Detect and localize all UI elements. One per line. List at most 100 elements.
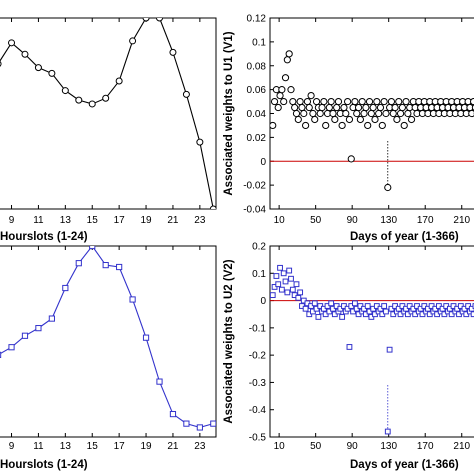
x-tick-label: 23 [194,215,206,226]
data-point [129,296,136,303]
data-point [376,103,385,112]
data-point [468,109,474,118]
data-point [283,56,291,64]
panel-top-right: -0.04 -0.02 0 0.02 0.04 0.06 0.08 0.1 0.12 10 50 90… [223,14,474,243]
data-point [322,121,330,130]
data-point [384,428,391,435]
data-point [344,97,352,106]
data-point [102,94,110,102]
x-tick-label: 19 [140,441,152,452]
y-tick-label: -0.4 [249,405,267,416]
data-point [345,115,354,124]
data-point [470,97,474,106]
y-tick-label: -0.1 [249,323,267,334]
x-tick-label: 90 [347,441,359,452]
data-point [297,289,304,296]
data-point [196,424,203,431]
data-point [315,314,322,320]
series-line [0,18,214,209]
data-point [360,109,368,118]
data-point [280,270,287,277]
x-tick-label: 15 [87,215,99,226]
x-tick-label: 210 [453,441,470,452]
data-point [400,121,408,130]
data-point [407,115,416,124]
data-point [62,284,69,292]
x-tick-label: 130 [380,215,397,226]
data-point [369,103,377,112]
y-tick-label: 0.1 [252,269,266,280]
x-tick-label: 170 [417,441,434,452]
y-axis-label: Associated weights to U1 (V1) [223,31,235,195]
data-point [292,109,301,118]
y-tick-label: 0.02 [247,133,267,144]
series-line [0,246,214,429]
data-point [305,103,313,112]
data-point [183,420,190,427]
data-point [311,300,318,307]
y-tick-label: 0 [260,296,266,307]
x-tick-label: 50 [310,215,322,226]
data-point [311,115,319,124]
data-point [342,109,350,118]
data-point [327,97,335,106]
x-tick-label: 10 [274,441,286,452]
data-point [362,103,370,112]
data-point [364,303,371,309]
data-point [142,334,150,341]
y-tick-label: -0.3 [249,378,267,389]
data-point [364,121,372,130]
data-point [331,115,339,124]
x-tick-label: 13 [60,441,72,452]
data-point [275,281,282,288]
data-point [404,109,412,118]
data-point [302,121,310,130]
data-point [169,410,177,418]
data-point [371,115,379,124]
data-point [329,109,337,118]
data-point [89,246,96,250]
x-tick-label: 50 [310,441,322,452]
data-point [381,303,388,309]
data-point [468,305,474,312]
x-axis-label: Days of year (1-366) [350,231,459,243]
x-tick-label: 170 [417,215,434,226]
data-point [88,100,96,108]
data-point [0,60,2,67]
y-tick-label: -0.04 [243,205,266,216]
data-point [196,138,204,146]
data-point [286,267,293,274]
data-point [339,314,346,320]
plot-body [0,246,216,431]
y-tick-label: 0.2 [252,242,266,253]
y-tick-label: 0.1 [252,37,266,48]
data-point [75,260,82,267]
data-point [334,97,343,106]
y-tick-label: 0.12 [247,14,267,25]
data-point [295,294,302,301]
data-point [35,325,42,332]
data-point [389,109,397,118]
data-point [285,50,293,58]
data-point [280,97,288,106]
x-tick-label: 21 [167,215,179,226]
data-point [0,351,2,358]
data-point [312,97,321,106]
plot-body [270,50,474,192]
data-point [398,103,406,112]
x-axis-label: Days of year (1-366) [350,459,459,471]
data-point [354,103,363,112]
x-tick-label: 13 [60,215,72,226]
x-tick-label: 23 [194,441,206,452]
y-tick-label: -0.5 [249,433,267,444]
y-tick-label: 0.08 [247,61,267,72]
data-point [270,97,279,106]
data-point [307,91,315,100]
panel-bottom-right: -0.5 -0.4 -0.3 -0.2 -0.1 0 0.1 0.2 10 50 90 130 170 2… [223,242,474,471]
data-point [346,344,353,350]
data-point [21,50,29,58]
data-point [353,109,361,118]
data-point [270,292,276,299]
x-tick-label: 21 [167,441,179,452]
